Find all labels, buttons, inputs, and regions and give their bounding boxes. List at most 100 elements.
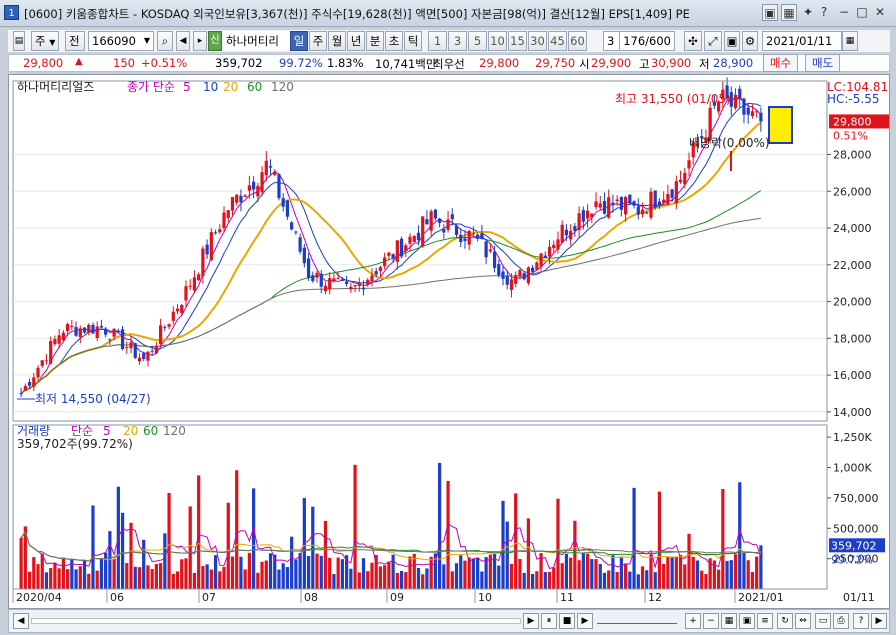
volume-bar <box>395 572 399 589</box>
period-tab[interactable]: 초 <box>385 31 403 51</box>
prev-button[interactable]: 전 <box>65 31 85 51</box>
calendar-icon[interactable]: ▦ <box>842 31 858 51</box>
x-tick-label: 11 <box>560 591 574 604</box>
ma-line-120 <box>20 217 761 394</box>
volume-bar <box>222 566 226 589</box>
interval-select-value: 3 <box>607 34 615 48</box>
candle-body <box>268 166 273 168</box>
buy-button[interactable]: 매수 <box>763 54 799 72</box>
candle-body <box>399 238 404 257</box>
candle-body <box>19 393 23 395</box>
zoom-slider[interactable] <box>597 618 677 624</box>
candle-body <box>361 287 366 290</box>
interval-button[interactable]: 10 <box>488 31 507 51</box>
refresh-icon[interactable]: ↻ <box>777 613 793 629</box>
chart-canvas[interactable]: 28,000 26,000 24,000 22,000 20,000 18,000 16,0… <box>9 75 889 608</box>
date-input[interactable]: 2021/01/11 <box>762 31 842 51</box>
draw-tool-icon[interactable]: ⤢ <box>704 31 722 51</box>
zoom-in-icon[interactable]: + <box>685 613 701 629</box>
period-tab[interactable]: 일 <box>290 31 308 51</box>
candle-body <box>695 143 700 146</box>
interval-button[interactable]: 5 <box>468 31 487 51</box>
volume-bar <box>184 558 188 589</box>
volume-bar <box>670 557 674 589</box>
x-tick-label: 09 <box>390 591 404 604</box>
stop-icon[interactable]: ■ <box>559 613 575 629</box>
image-icon[interactable]: ▣ <box>739 613 755 629</box>
table-icon[interactable]: ▦ <box>721 613 737 629</box>
candle-body <box>653 190 657 208</box>
best-ask-label: 최우선 <box>433 57 465 71</box>
calculator-icon[interactable]: ▦ <box>781 4 797 21</box>
market-select[interactable]: 주 ▼ <box>31 31 59 51</box>
volume: 359,702 <box>215 56 263 70</box>
volume-bar <box>556 498 560 589</box>
maximize-icon[interactable]: □ <box>856 5 868 19</box>
candle-body <box>53 339 57 344</box>
volume-bar <box>188 506 192 589</box>
scroll-left-icon[interactable]: ◀ <box>13 613 29 629</box>
period-tab[interactable]: 주 <box>309 31 327 51</box>
volume-bar <box>53 562 57 589</box>
interval-button[interactable]: 45 <box>548 31 567 51</box>
crosshair-icon[interactable]: ✣ <box>684 31 702 51</box>
candle-body <box>74 327 78 336</box>
interval-button[interactable]: 1 <box>428 31 447 51</box>
candle-body <box>450 214 454 220</box>
sell-button[interactable]: 매도 <box>805 54 841 72</box>
candle-body <box>564 229 569 236</box>
chevron-down-icon: ▼ <box>49 38 56 47</box>
chart-area[interactable]: 28,000 26,000 24,000 22,000 20,000 18,000 16,0… <box>8 74 890 609</box>
help-icon[interactable]: ? <box>820 5 828 19</box>
interval-button[interactable]: 30 <box>528 31 547 51</box>
interval-button[interactable]: 15 <box>508 31 527 51</box>
settings-icon[interactable]: ✦ <box>802 5 814 19</box>
speaker-icon[interactable]: ◀ <box>176 31 190 51</box>
period-tab[interactable]: 분 <box>366 31 384 51</box>
ma-legend-period: 10 <box>203 80 218 94</box>
stock-code-input[interactable]: 166090 ▼ <box>88 31 154 51</box>
candle-body <box>467 230 471 245</box>
candle-body <box>733 94 738 109</box>
market-badge: 신 <box>208 31 222 51</box>
period-tab[interactable]: 년 <box>347 31 365 51</box>
candle-body <box>391 254 395 259</box>
link-icon[interactable]: ▣ <box>762 4 778 21</box>
volume-bar <box>602 572 607 589</box>
price-tick-label: 20,000 <box>833 296 872 309</box>
scroll-track[interactable] <box>31 618 521 624</box>
fit-icon[interactable]: ⇔ <box>795 613 811 629</box>
volume-bar <box>294 559 298 589</box>
print-icon[interactable]: ⎙ <box>833 613 849 629</box>
volume-bar <box>717 569 721 589</box>
candle-body <box>712 101 716 106</box>
volume-bar <box>433 553 437 589</box>
candle-body <box>501 271 505 279</box>
save-icon[interactable]: ▣ <box>724 31 740 51</box>
period-tab[interactable]: 월 <box>328 31 346 51</box>
pause-icon[interactable]: ⏸ <box>541 613 557 629</box>
expand-icon[interactable]: ▭ <box>815 613 831 629</box>
interval-button[interactable]: 60 <box>568 31 587 51</box>
chart-footer: ◀ ▶ ⏸ ■ ▶ + − ▦ ▣ ≡ ↻ ⇔ ▭ ⎙ ? ▶ <box>8 609 890 633</box>
interval-button[interactable]: 3 <box>448 31 467 51</box>
search-icon[interactable]: ⌕ <box>157 31 173 51</box>
config-icon[interactable]: ⚙ <box>742 31 758 51</box>
period-tab[interactable]: 틱 <box>404 31 422 51</box>
grid-icon[interactable]: ▤ <box>13 31 25 51</box>
chevron-down-icon[interactable]: ▼ <box>143 36 150 45</box>
scroll-right-icon[interactable]: ▶ <box>523 613 539 629</box>
volume-ma-line-5 <box>20 522 762 570</box>
candle-body <box>416 232 421 241</box>
volume-bar <box>399 571 404 589</box>
play-icon[interactable]: ▶ <box>577 613 593 629</box>
help-icon[interactable]: ? <box>853 613 869 629</box>
scroll-arrow-icon[interactable]: ▸ <box>193 31 207 51</box>
zoom-out-icon[interactable]: − <box>703 613 719 629</box>
candle-body <box>129 342 133 349</box>
candle-body <box>201 248 205 277</box>
list-icon[interactable]: ≡ <box>757 613 773 629</box>
minimize-icon[interactable]: − <box>838 5 850 19</box>
scroll-end-icon[interactable]: ▶ <box>871 613 887 629</box>
close-icon[interactable]: ✕ <box>874 5 886 19</box>
